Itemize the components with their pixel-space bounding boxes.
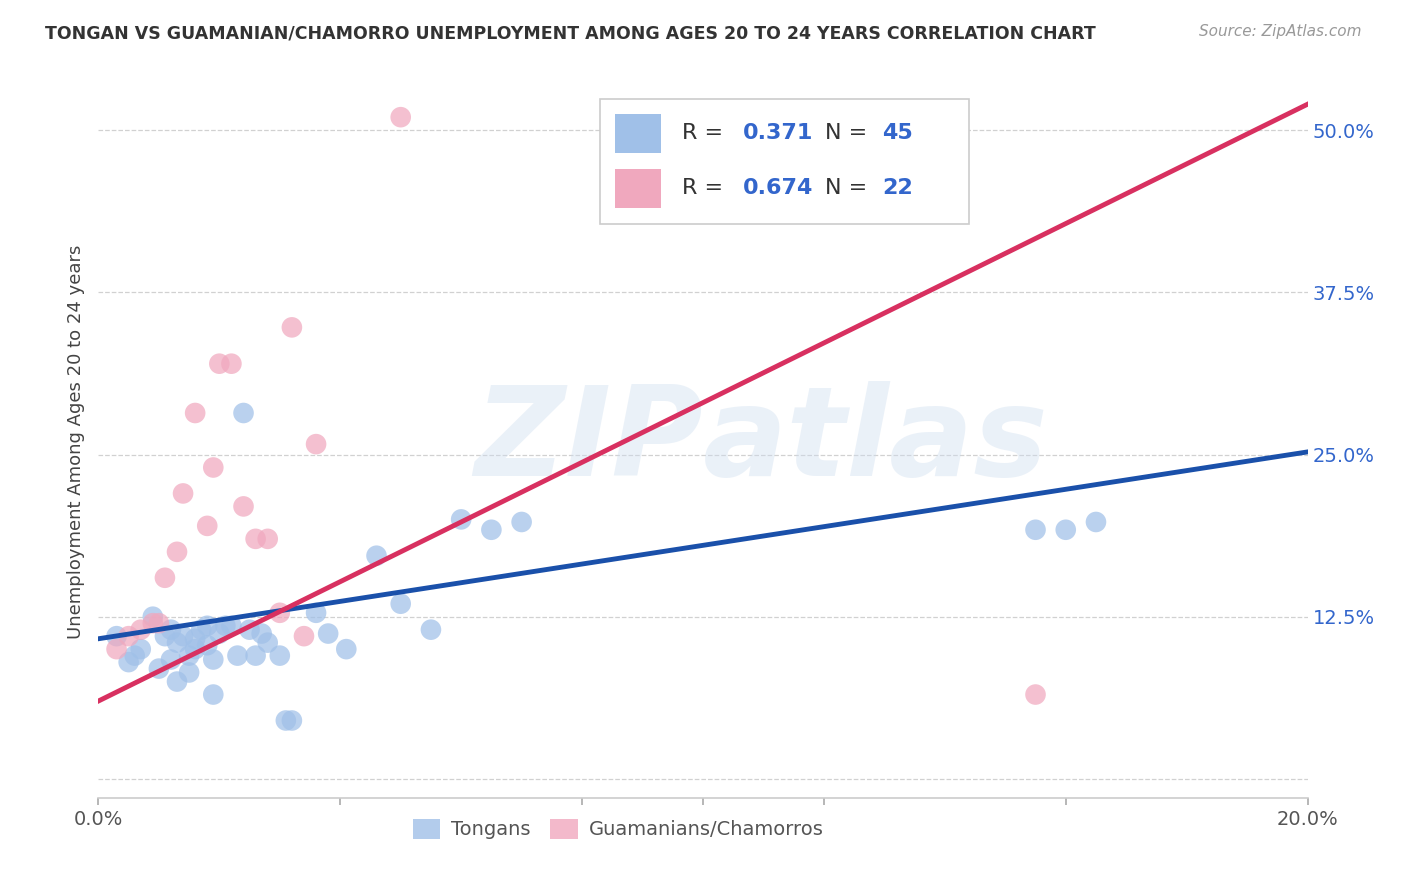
Point — [305, 437, 328, 451]
Text: 0.371: 0.371 — [742, 123, 813, 144]
Bar — [614, 113, 661, 153]
Point — [208, 626, 231, 640]
Point — [366, 549, 388, 563]
Point — [202, 652, 225, 666]
Point — [305, 606, 328, 620]
Point — [510, 515, 533, 529]
Text: R =: R = — [682, 123, 731, 144]
Point — [269, 606, 291, 620]
Point — [153, 629, 176, 643]
Point — [166, 545, 188, 559]
Point — [153, 571, 176, 585]
Point — [172, 629, 194, 643]
Point — [232, 406, 254, 420]
Point — [184, 632, 207, 646]
Point — [208, 357, 231, 371]
Point — [142, 609, 165, 624]
Point — [269, 648, 291, 663]
Point — [256, 532, 278, 546]
Text: 0.674: 0.674 — [742, 178, 813, 198]
Text: 45: 45 — [882, 123, 912, 144]
Point — [195, 619, 218, 633]
FancyBboxPatch shape — [600, 99, 969, 224]
Point — [221, 357, 243, 371]
Point — [166, 674, 188, 689]
Point — [420, 623, 443, 637]
Point — [281, 714, 304, 728]
Point — [250, 626, 273, 640]
Point — [190, 623, 212, 637]
Text: 22: 22 — [882, 178, 912, 198]
Point — [184, 406, 207, 420]
Point — [142, 616, 165, 631]
Point — [124, 648, 146, 663]
Point — [274, 714, 297, 728]
Point — [221, 619, 243, 633]
Point — [179, 665, 201, 680]
Legend: Tongans, Guamanians/Chamorros: Tongans, Guamanians/Chamorros — [405, 811, 832, 847]
Point — [195, 519, 218, 533]
Point — [281, 320, 304, 334]
Point — [232, 500, 254, 514]
Point — [148, 662, 170, 676]
Point — [292, 629, 315, 643]
Point — [335, 642, 357, 657]
Text: TONGAN VS GUAMANIAN/CHAMORRO UNEMPLOYMENT AMONG AGES 20 TO 24 YEARS CORRELATION : TONGAN VS GUAMANIAN/CHAMORRO UNEMPLOYMEN… — [45, 24, 1095, 42]
Point — [245, 532, 267, 546]
Point — [450, 512, 472, 526]
Point — [129, 642, 152, 657]
Point — [105, 629, 128, 643]
Point — [214, 619, 236, 633]
Point — [389, 597, 412, 611]
Point — [105, 642, 128, 657]
Point — [256, 635, 278, 649]
Point — [148, 616, 170, 631]
Point — [179, 648, 201, 663]
Text: N =: N = — [825, 123, 875, 144]
Text: Source: ZipAtlas.com: Source: ZipAtlas.com — [1198, 24, 1361, 39]
Point — [202, 688, 225, 702]
Point — [1024, 688, 1046, 702]
Y-axis label: Unemployment Among Ages 20 to 24 years: Unemployment Among Ages 20 to 24 years — [66, 244, 84, 639]
Point — [202, 460, 225, 475]
Point — [118, 655, 141, 669]
Point — [481, 523, 503, 537]
Text: atlas: atlas — [703, 381, 1049, 502]
Text: ZIP: ZIP — [474, 381, 703, 502]
Point — [166, 635, 188, 649]
Point — [195, 638, 218, 652]
Bar — [614, 169, 661, 208]
Point — [245, 648, 267, 663]
Point — [239, 623, 262, 637]
Point — [160, 623, 183, 637]
Point — [160, 652, 183, 666]
Point — [226, 648, 249, 663]
Point — [129, 623, 152, 637]
Point — [118, 629, 141, 643]
Text: R =: R = — [682, 178, 731, 198]
Point — [1085, 515, 1108, 529]
Point — [172, 486, 194, 500]
Point — [1054, 523, 1077, 537]
Point — [389, 110, 412, 124]
Point — [316, 626, 339, 640]
Point — [184, 642, 207, 657]
Text: N =: N = — [825, 178, 875, 198]
Point — [1024, 523, 1046, 537]
